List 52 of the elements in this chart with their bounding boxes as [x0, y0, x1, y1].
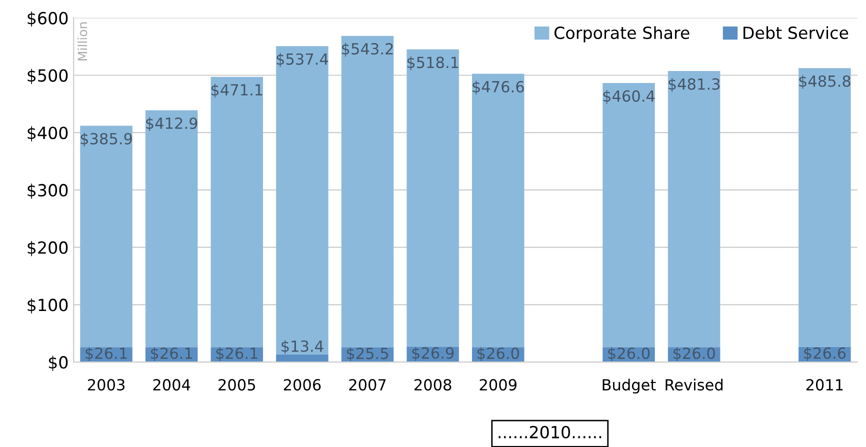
y-tick-label: $600 [28, 12, 68, 27]
data-label: $537.4 [276, 53, 328, 67]
bar [145, 110, 198, 348]
x-tick-label: 2008 [414, 379, 452, 391]
data-label: $485.8 [799, 75, 850, 89]
y-tick-label: $300 [28, 184, 68, 199]
data-label: $481.3 [668, 78, 720, 92]
y-tick-label: $0 [48, 356, 68, 371]
y-tick-label: $100 [28, 298, 68, 314]
x-tick-label: Revised [666, 378, 723, 391]
bar [406, 49, 459, 347]
bar [602, 83, 655, 348]
x-tick-label: Budget [602, 378, 656, 394]
legend-label: Corporate Share [554, 26, 690, 42]
data-label: $26.0 [608, 347, 650, 362]
bar [798, 68, 851, 347]
data-label: $26.6 [804, 347, 846, 361]
legend-label: Debt Service [744, 26, 848, 40]
bar [341, 36, 394, 348]
y-tick-label: $500 [28, 68, 68, 84]
data-label: $26.1 [86, 347, 127, 362]
y-tick-label: $200 [28, 241, 68, 256]
x-tick-label: 2006 [284, 379, 321, 391]
y-tick-label: $400 [28, 126, 68, 142]
bar [668, 71, 720, 348]
data-label: $26.0 [478, 347, 519, 362]
data-label: $13.4 [282, 340, 324, 354]
data-label: $412.9 [146, 117, 198, 132]
data-label: $26.0 [673, 347, 715, 362]
data-label: $26.1 [150, 347, 192, 362]
bar [472, 74, 524, 348]
text: ......2010...... [498, 426, 602, 438]
x-tick-label: 2004 [153, 379, 190, 391]
data-label: $25.5 [346, 347, 388, 362]
data-label: $460.4 [603, 90, 655, 104]
bar [276, 354, 328, 362]
data-label: $385.9 [80, 132, 132, 147]
data-label: $476.6 [472, 80, 524, 95]
y-axis-title: Million [78, 22, 88, 60]
data-label: $471.1 [211, 84, 262, 98]
data-label: $543.2 [342, 42, 393, 57]
data-label: $26.9 [412, 346, 454, 361]
x-tick-label: 2011 [806, 379, 843, 391]
x-tick-label: 2007 [349, 379, 386, 391]
data-label: $26.1 [216, 347, 258, 362]
bar [80, 126, 132, 348]
bar [210, 76, 264, 348]
data-label: $518.1 [407, 56, 458, 70]
x-tick-label: 2005 [218, 379, 255, 391]
x-tick-label: 2009 [480, 379, 516, 391]
bar [276, 46, 328, 354]
x-tick-label: 2003 [88, 379, 124, 391]
